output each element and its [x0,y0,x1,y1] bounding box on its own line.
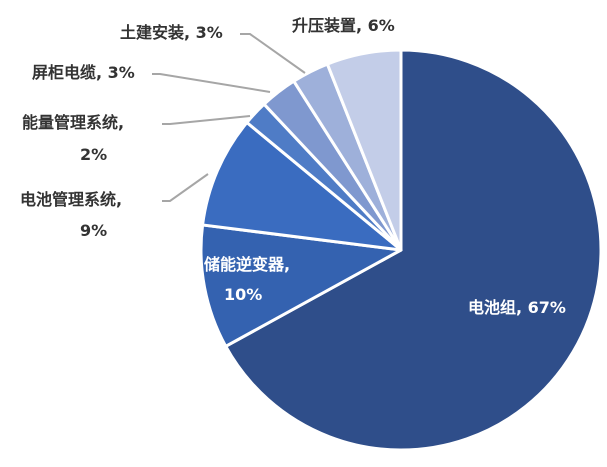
slice-label-2-line1: 9% [80,221,107,240]
slice-label-3-line1: 2% [80,145,107,164]
leader-line-4 [152,73,271,93]
leader-line-5 [240,33,306,74]
slice-labels: 电池组, 67% 储能逆变器, 10% 电池管理系统, 9% 能量管理系统, 2% 屏柜电缆,… [20,16,566,317]
slice-label-6: 升压装置, 6% [292,16,395,35]
slice-label-5: 土建安装, 3% [120,23,223,42]
pie-slices [199,48,603,452]
leader-line-2 [162,173,209,202]
pie-slice-2 [201,121,403,252]
pie-slice-6 [325,48,403,252]
leader-line-3 [162,115,251,125]
pie-slice-1 [199,223,403,348]
slice-label-1-line0: 储能逆变器, [203,255,290,274]
leader-lines [152,33,306,202]
slice-label-0: 电池组, 67% [468,298,566,317]
slice-label-1-line1: 10% [224,285,262,304]
slice-label-2-line0: 电池管理系统, [20,190,122,209]
pie-slice-0 [224,48,603,452]
slice-label-3-line0: 能量管理系统, [22,113,124,132]
slice-label-4: 屏柜电缆, 3% [32,63,135,82]
